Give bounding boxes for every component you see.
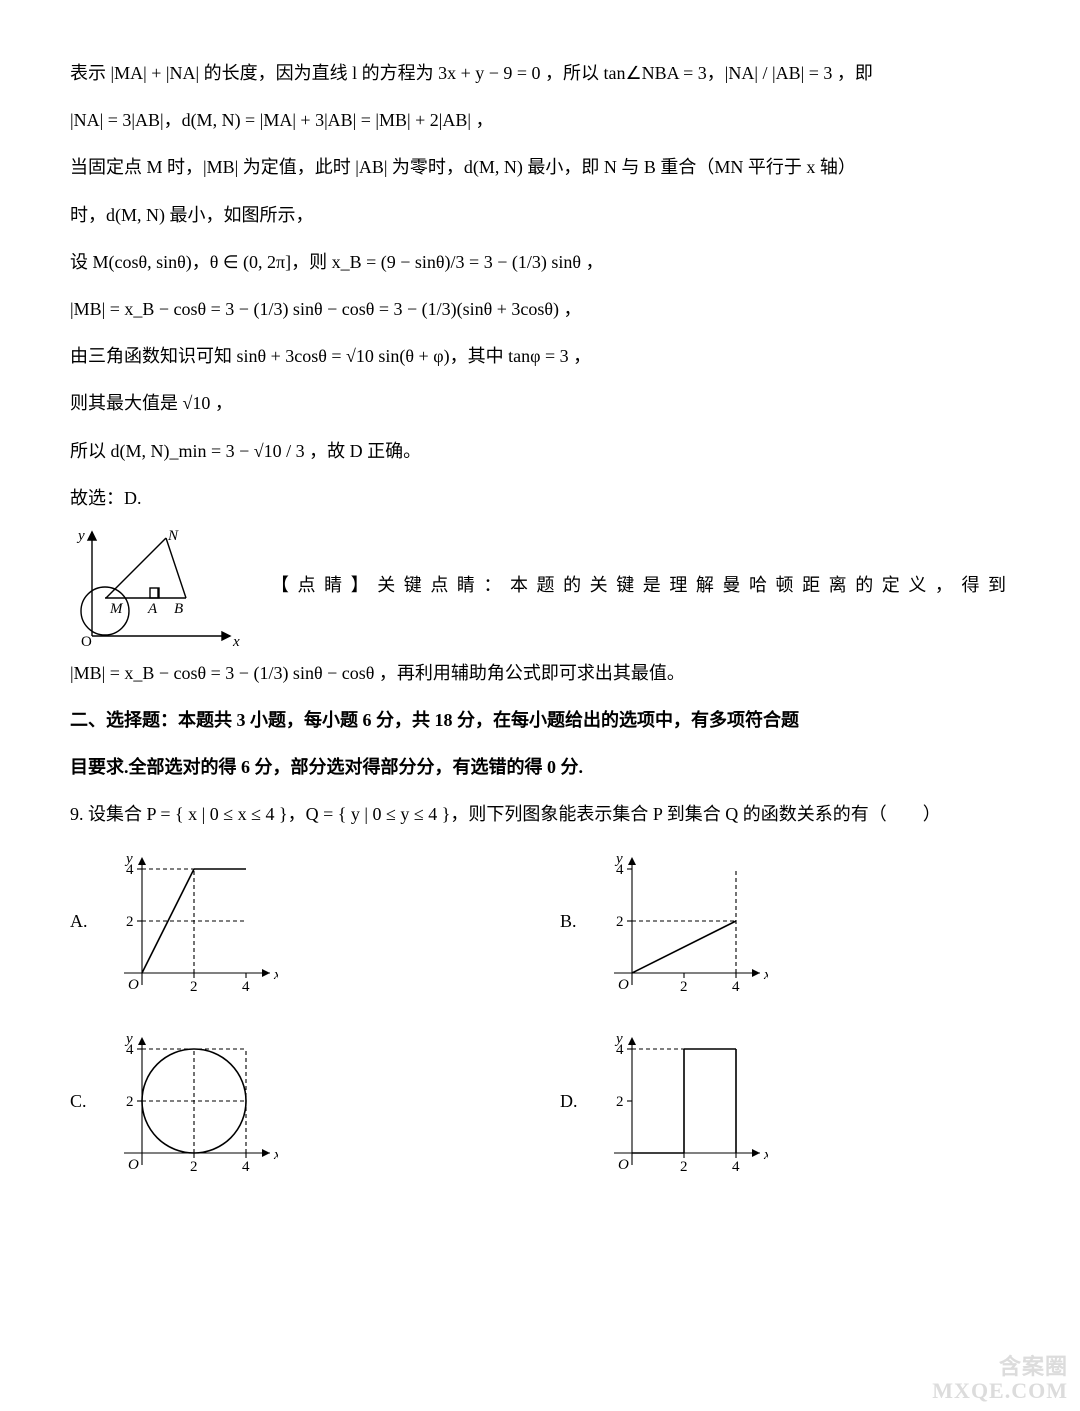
para-2: |NA| = 3|AB|，d(M, N) = |MA| + 3|AB| = |M… [70, 99, 1010, 142]
svg-text:O: O [618, 1157, 629, 1173]
option-D-label: D. [560, 1080, 584, 1123]
svg-text:2: 2 [126, 1094, 134, 1110]
svg-text:x: x [763, 1147, 768, 1163]
para-7: 由三角函数知识可知 sinθ + 3cosθ = √10 sin(θ + φ)，… [70, 335, 1010, 378]
watermark-line1: 含案圈 [932, 1355, 1068, 1379]
svg-text:M: M [109, 601, 124, 617]
svg-text:2: 2 [190, 1159, 198, 1175]
para-6: |MB| = x_B − cosθ = 3 − (1/3) sinθ − cos… [70, 288, 1010, 331]
option-C: C. Oxy2424 [70, 1027, 520, 1177]
svg-text:y: y [76, 528, 85, 544]
svg-text:x: x [273, 1147, 278, 1163]
para-1: 表示 |MA| + |NA| 的长度，因为直线 l 的方程为 3x + y − … [70, 52, 1010, 95]
svg-text:4: 4 [732, 979, 740, 995]
svg-text:2: 2 [616, 1094, 624, 1110]
svg-text:x: x [273, 967, 278, 983]
svg-text:2: 2 [680, 1159, 688, 1175]
para-5: 设 M(cosθ, sinθ)，θ ∈ (0, 2π]，则 x_B = (9 −… [70, 241, 1010, 284]
watermark: 含案圈 MXQE.COM [932, 1355, 1068, 1403]
para-10: 故选：D. [70, 477, 1010, 520]
svg-text:x: x [232, 634, 240, 646]
watermark-line2: MXQE.COM [932, 1379, 1068, 1403]
svg-text:2: 2 [126, 914, 134, 930]
svg-text:N: N [167, 528, 179, 544]
svg-text:2: 2 [190, 979, 198, 995]
svg-text:4: 4 [616, 1042, 624, 1058]
svg-text:A: A [147, 601, 158, 617]
option-B-label: B. [560, 900, 584, 943]
solution-figure: O x y M A B N [70, 526, 245, 646]
option-B: B. Oxy2424 [560, 847, 1010, 997]
svg-text:4: 4 [616, 862, 624, 878]
svg-text:4: 4 [126, 862, 134, 878]
section-2-title-1: 二、选择题：本题共 3 小题，每小题 6 分，共 18 分，在每小题给出的选项中… [70, 699, 1010, 742]
svg-text:x: x [763, 967, 768, 983]
para-9: 所以 d(M, N)_min = 3 − √10 / 3 ，故 D 正确。 [70, 430, 1010, 473]
para-12: |MB| = x_B − cosθ = 3 − (1/3) sinθ − cos… [70, 652, 1010, 695]
chart-C: Oxy2424 [108, 1027, 278, 1177]
option-A-label: A. [70, 900, 94, 943]
option-grid: A. Oxy2424 B. Oxy2424 C. Oxy2424 D. Oxy2… [70, 847, 1010, 1177]
svg-text:B: B [174, 601, 183, 617]
svg-text:O: O [128, 977, 139, 993]
chart-D: Oxy2424 [598, 1027, 768, 1177]
option-D: D. Oxy2424 [560, 1027, 1010, 1177]
para-8: 则其最大值是 √10 ， [70, 382, 1010, 425]
svg-text:O: O [128, 1157, 139, 1173]
para-11: 【点睛】关键点睛：本题的关键是理解曼哈顿距离的定义，得到 [271, 564, 1010, 607]
para-4: 时，d(M, N) 最小，如图所示， [70, 194, 1010, 237]
svg-text:2: 2 [616, 914, 624, 930]
para-3: 当固定点 M 时，|MB| 为定值，此时 |AB| 为零时，d(M, N) 最小… [70, 146, 1010, 189]
option-C-label: C. [70, 1080, 94, 1123]
section-2-title-2: 目要求.全部选对的得 6 分，部分选对得部分分，有选错的得 0 分. [70, 746, 1010, 789]
question-9: 9. 设集合 P = { x | 0 ≤ x ≤ 4 }，Q = { y | 0… [70, 793, 1010, 836]
svg-text:2: 2 [680, 979, 688, 995]
svg-text:O: O [81, 634, 92, 646]
svg-text:4: 4 [732, 1159, 740, 1175]
chart-A: Oxy2424 [108, 847, 278, 997]
chart-B: Oxy2424 [598, 847, 768, 997]
svg-text:4: 4 [242, 1159, 250, 1175]
svg-text:O: O [618, 977, 629, 993]
svg-text:4: 4 [126, 1042, 134, 1058]
option-A: A. Oxy2424 [70, 847, 520, 997]
svg-text:4: 4 [242, 979, 250, 995]
